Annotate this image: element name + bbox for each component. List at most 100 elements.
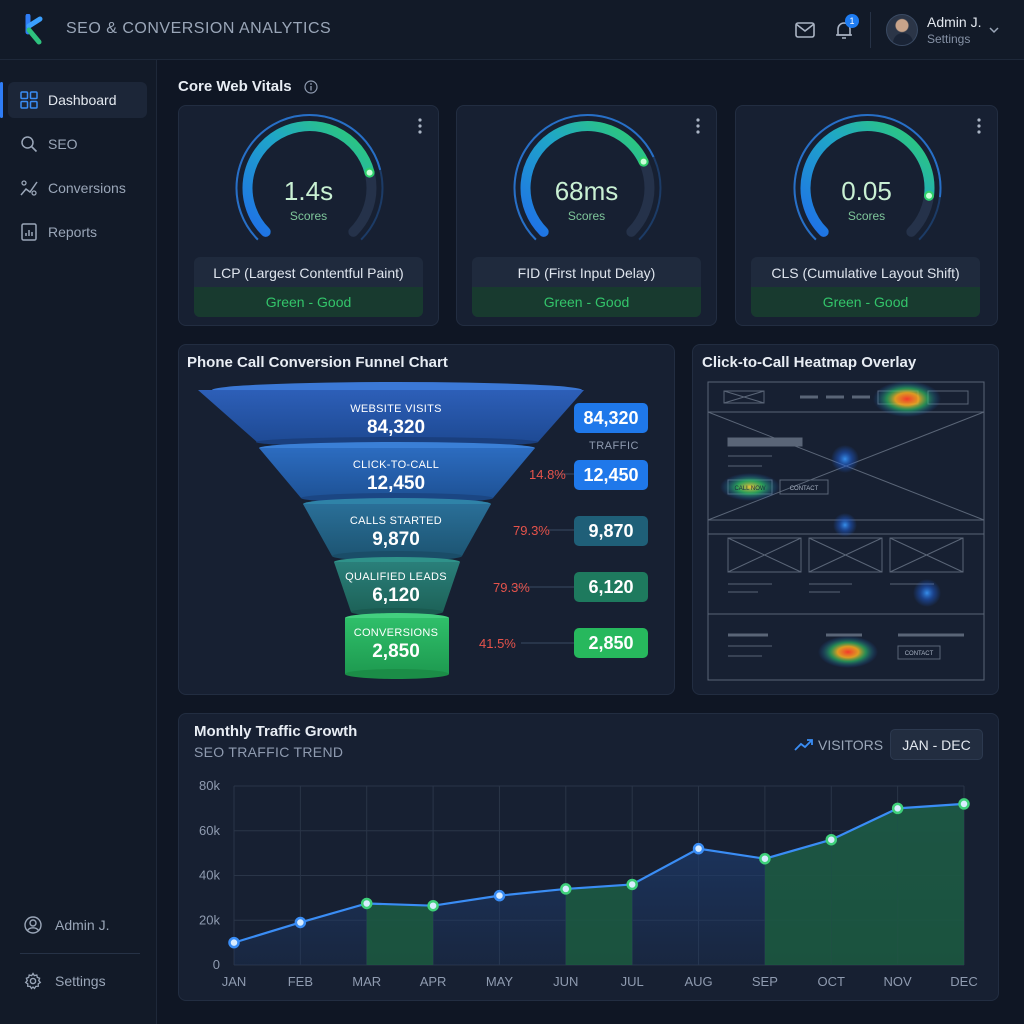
- gauge-fill: [242, 121, 375, 237]
- funnel-graphic: [198, 382, 584, 679]
- fid-score-label: Scores: [567, 209, 606, 223]
- data-point-aug[interactable]: [692, 842, 705, 855]
- sidebar-item-label: Reports: [48, 224, 98, 240]
- data-point-sep[interactable]: [759, 852, 771, 865]
- lcp-status: Green - Good: [194, 287, 423, 317]
- funnel-label-qualified-leads: QUALIFIED LEADS 6,120: [296, 571, 496, 607]
- chevron-down-icon[interactable]: [988, 24, 1000, 36]
- x-tick-label: JAN: [222, 974, 247, 989]
- cls-metric-box: CLS (Cumulative Layout Shift) Green - Go…: [751, 257, 980, 317]
- active-indicator: [0, 82, 3, 118]
- vitals-title: Core Web Vitals: [178, 78, 292, 95]
- funnel-label-click-to-call: CLICK-TO-CALL 12,450: [296, 459, 496, 495]
- gauge-marker: [638, 156, 649, 167]
- data-point-may[interactable]: [493, 889, 506, 902]
- x-tick-label: SEP: [752, 974, 778, 989]
- data-point-apr[interactable]: [427, 899, 439, 912]
- app-logo[interactable]: [20, 14, 46, 46]
- funnel-stage-conversions[interactable]: [345, 613, 449, 679]
- more-options-icon[interactable]: [977, 118, 981, 134]
- data-point-jan[interactable]: [228, 936, 240, 949]
- sidebar-item-admin[interactable]: Admin J.: [12, 907, 151, 943]
- top-bar: SEO & CONVERSION ANALYTICS 1 Admin J. Se…: [0, 0, 1024, 60]
- data-point-feb[interactable]: [294, 916, 307, 929]
- cls-value: 0.05: [841, 176, 892, 206]
- conversion-rate-conversions: 41.5%: [479, 636, 516, 651]
- gauge-fill: [800, 121, 935, 237]
- lcp-value: 1.4s: [283, 176, 334, 206]
- funnel-stage-website-visits[interactable]: [198, 382, 584, 447]
- data-point-jun[interactable]: [560, 883, 572, 895]
- heatmap-hotspot: [720, 473, 780, 501]
- x-tick-label: DEC: [950, 974, 977, 989]
- more-options-icon[interactable]: [418, 118, 422, 134]
- heatmap-hotspot: [831, 445, 859, 473]
- funnel-value-box-click-to-call[interactable]: 12,450: [574, 460, 648, 490]
- more-options-icon[interactable]: [696, 118, 700, 134]
- gauge-outer-fill: [513, 114, 655, 241]
- heatmap-wireframe[interactable]: CALL NOW CONTACT CONTACT: [692, 344, 999, 695]
- x-tick-label: OCT: [818, 974, 846, 989]
- funnel-value-box-website-visits[interactable]: 84,320: [574, 403, 648, 433]
- sidebar-item-dashboard[interactable]: Dashboard: [8, 82, 147, 118]
- sidebar-item-reports[interactable]: Reports: [8, 214, 147, 250]
- funnel-label-website-visits: WEBSITE VISITS 84,320: [296, 403, 496, 439]
- stage-title: CALLS STARTED: [349, 515, 443, 527]
- cls-score-label: Scores: [847, 209, 886, 223]
- x-tick-label: AUG: [684, 974, 712, 989]
- stage-value: 12,450: [366, 473, 426, 494]
- gauge-outer-fill: [235, 114, 382, 241]
- date-range-button[interactable]: JAN - DEC: [890, 729, 983, 760]
- y-tick-label: 80k: [199, 778, 220, 793]
- x-tick-label: MAY: [486, 974, 514, 989]
- y-tick-label: 40k: [199, 868, 220, 883]
- sidebar-item-settings[interactable]: Settings: [12, 963, 151, 999]
- user-name[interactable]: Admin J.: [927, 14, 982, 30]
- stage-title: CONVERSIONS: [353, 627, 439, 639]
- user-icon: [24, 916, 42, 934]
- fid-metric-box: FID (First Input Delay) Green - Good: [472, 257, 701, 317]
- user-settings-link[interactable]: Settings: [927, 32, 971, 46]
- stage-title: CLICK-TO-CALL: [352, 459, 440, 471]
- data-point-oct[interactable]: [825, 833, 838, 846]
- sidebar-item-seo[interactable]: SEO: [8, 126, 147, 162]
- funnel-value-box-calls-started[interactable]: 9,870: [574, 516, 648, 546]
- reports-icon: [21, 223, 37, 241]
- y-tick-label: 20k: [199, 912, 220, 927]
- heatmap-footer-contact-text: CONTACT: [905, 651, 934, 657]
- heatmap-call-now-text: CALL NOW: [734, 486, 765, 492]
- heatmap-title: Click-to-Call Heatmap Overlay: [702, 354, 917, 371]
- vital-card-fid: 68ms Scores FID (First Input Delay) Gree…: [456, 105, 717, 326]
- search-icon: [21, 136, 38, 153]
- funnel-value-box-conversions[interactable]: 2,850: [574, 628, 648, 658]
- avatar[interactable]: [886, 14, 918, 46]
- fid-gauge: [513, 114, 662, 241]
- funnel-stage-qualified-leads[interactable]: [334, 557, 460, 616]
- sidebar-item-label: Conversions: [48, 180, 126, 196]
- conversions-icon: [20, 180, 38, 196]
- stage-title: WEBSITE VISITS: [350, 403, 442, 415]
- stage-value: 9,870: [372, 529, 420, 550]
- legend-visitors[interactable]: VISITORS: [818, 737, 884, 753]
- funnel-value-box-qualified-leads[interactable]: 6,120: [574, 572, 648, 602]
- data-point-mar[interactable]: [360, 897, 373, 910]
- x-tick-label: APR: [420, 974, 447, 989]
- data-point-dec[interactable]: [958, 798, 970, 810]
- info-icon[interactable]: [304, 80, 318, 94]
- sidebar-item-conversions[interactable]: Conversions: [8, 170, 147, 206]
- data-point-nov[interactable]: [891, 802, 904, 815]
- highlight-band: [764, 839, 832, 965]
- y-tick-label: 0: [213, 957, 220, 972]
- data-point-jul[interactable]: [626, 878, 638, 891]
- gauge-fill: [520, 121, 649, 237]
- conversion-rate-click-to-call: 14.8%: [529, 467, 566, 482]
- sidebar-item-label: Settings: [55, 973, 106, 989]
- x-tick-label: JUL: [621, 974, 644, 989]
- vital-card-cls: 0.05 Scores CLS (Cumulative Layout Shift…: [735, 105, 998, 326]
- traffic-label: TRAFFIC: [589, 440, 639, 452]
- highlight-band: [366, 903, 434, 965]
- x-tick-label: FEB: [288, 974, 313, 989]
- mail-icon[interactable]: [793, 18, 817, 42]
- bell-icon[interactable]: [832, 18, 856, 42]
- fid-value: 68ms: [554, 176, 619, 206]
